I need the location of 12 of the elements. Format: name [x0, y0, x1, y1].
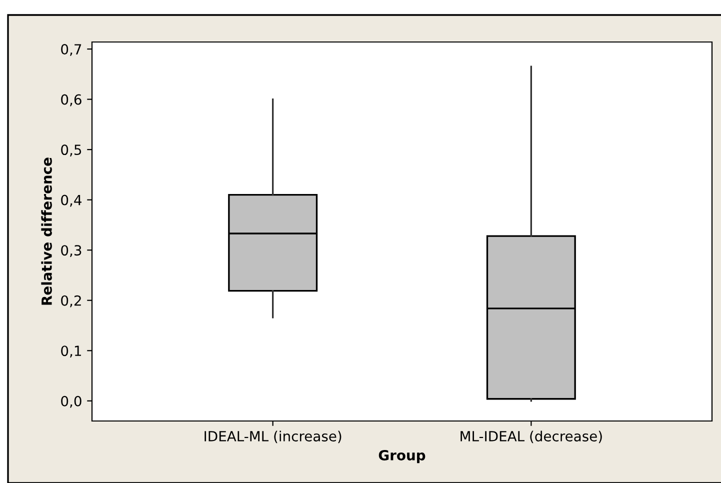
y-tick-label: 0,7	[61, 44, 82, 56]
x-axis-title: Group	[378, 450, 426, 464]
y-tick-label: 0,2	[61, 295, 81, 308]
y-tick-label: 0,5	[61, 144, 82, 156]
y-tick-label: 0,4	[61, 194, 82, 207]
y-axis-title: Relative difference	[41, 158, 52, 305]
y-tick-label: 0,0	[61, 396, 82, 408]
y-tick-label: 0,1	[61, 346, 81, 358]
y-tick-label: 0,3	[61, 245, 82, 257]
x-tick-label: IDEAL-ML (increase)	[204, 430, 342, 444]
x-tick-label: ML-IDEAL (decrease)	[460, 430, 602, 444]
y-tick-label: 0,6	[61, 94, 82, 106]
